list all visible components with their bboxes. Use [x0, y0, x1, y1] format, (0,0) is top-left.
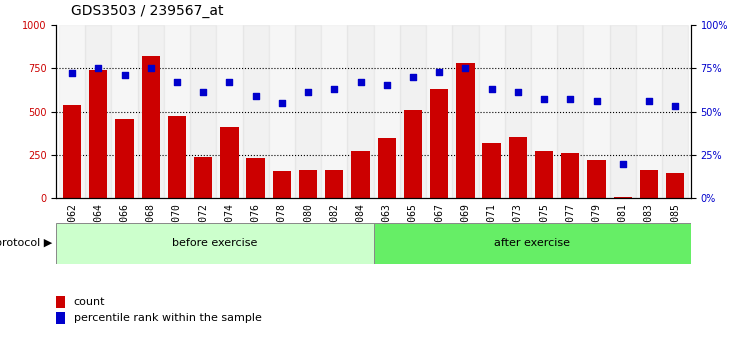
Point: [354, 79, 366, 85]
Bar: [640, 171, 658, 198]
Bar: [116, 119, 134, 198]
Bar: [374, 223, 691, 264]
Bar: [190, 25, 216, 198]
Point: [433, 69, 445, 74]
Point: [538, 97, 550, 102]
Text: before exercise: before exercise: [172, 238, 258, 249]
Bar: [614, 196, 632, 198]
Bar: [137, 25, 164, 198]
Bar: [351, 152, 369, 198]
Bar: [220, 127, 239, 198]
Text: percentile rank within the sample: percentile rank within the sample: [74, 313, 261, 323]
Bar: [478, 25, 505, 198]
Bar: [662, 25, 689, 198]
Bar: [531, 25, 557, 198]
Bar: [141, 56, 160, 198]
Bar: [269, 25, 295, 198]
Text: count: count: [74, 297, 105, 307]
Bar: [561, 153, 580, 198]
Point: [302, 90, 314, 95]
Bar: [610, 25, 636, 198]
Bar: [194, 156, 213, 198]
Bar: [89, 70, 107, 198]
Point: [119, 72, 131, 78]
Text: protocol ▶: protocol ▶: [0, 238, 53, 249]
Bar: [666, 173, 684, 198]
Bar: [246, 158, 265, 198]
Bar: [111, 25, 137, 198]
Bar: [430, 89, 448, 198]
Bar: [508, 137, 527, 198]
Point: [486, 86, 498, 92]
Point: [171, 79, 183, 85]
Text: GDS3503 / 239567_at: GDS3503 / 239567_at: [71, 4, 224, 18]
Bar: [426, 25, 452, 198]
Point: [617, 161, 629, 166]
Point: [381, 82, 393, 88]
Bar: [482, 143, 501, 198]
Bar: [452, 25, 478, 198]
Point: [512, 90, 524, 95]
Point: [590, 98, 602, 104]
Point: [92, 65, 104, 71]
Bar: [243, 25, 269, 198]
Bar: [378, 137, 396, 198]
Bar: [557, 25, 584, 198]
Bar: [321, 25, 348, 198]
Bar: [273, 171, 291, 198]
Bar: [63, 104, 81, 198]
Bar: [85, 25, 111, 198]
Bar: [400, 25, 426, 198]
Point: [669, 103, 681, 109]
Bar: [373, 25, 400, 198]
Bar: [295, 25, 321, 198]
Point: [643, 98, 655, 104]
Bar: [164, 25, 190, 198]
Bar: [404, 110, 422, 198]
Point: [249, 93, 261, 99]
Bar: [505, 25, 531, 198]
Point: [198, 90, 210, 95]
Point: [145, 65, 157, 71]
Point: [564, 97, 576, 102]
Bar: [299, 170, 317, 198]
Bar: [216, 25, 243, 198]
Bar: [584, 25, 610, 198]
Bar: [325, 170, 343, 198]
Point: [66, 70, 78, 76]
Bar: [167, 116, 186, 198]
Point: [276, 100, 288, 105]
Point: [223, 79, 235, 85]
Bar: [535, 152, 553, 198]
Point: [460, 65, 472, 71]
Bar: [587, 160, 606, 198]
Point: [407, 74, 419, 80]
Bar: [636, 25, 662, 198]
Point: [328, 86, 340, 92]
Text: after exercise: after exercise: [494, 238, 570, 249]
Bar: [59, 25, 85, 198]
Bar: [348, 25, 373, 198]
Bar: [56, 223, 374, 264]
Bar: [456, 63, 475, 198]
